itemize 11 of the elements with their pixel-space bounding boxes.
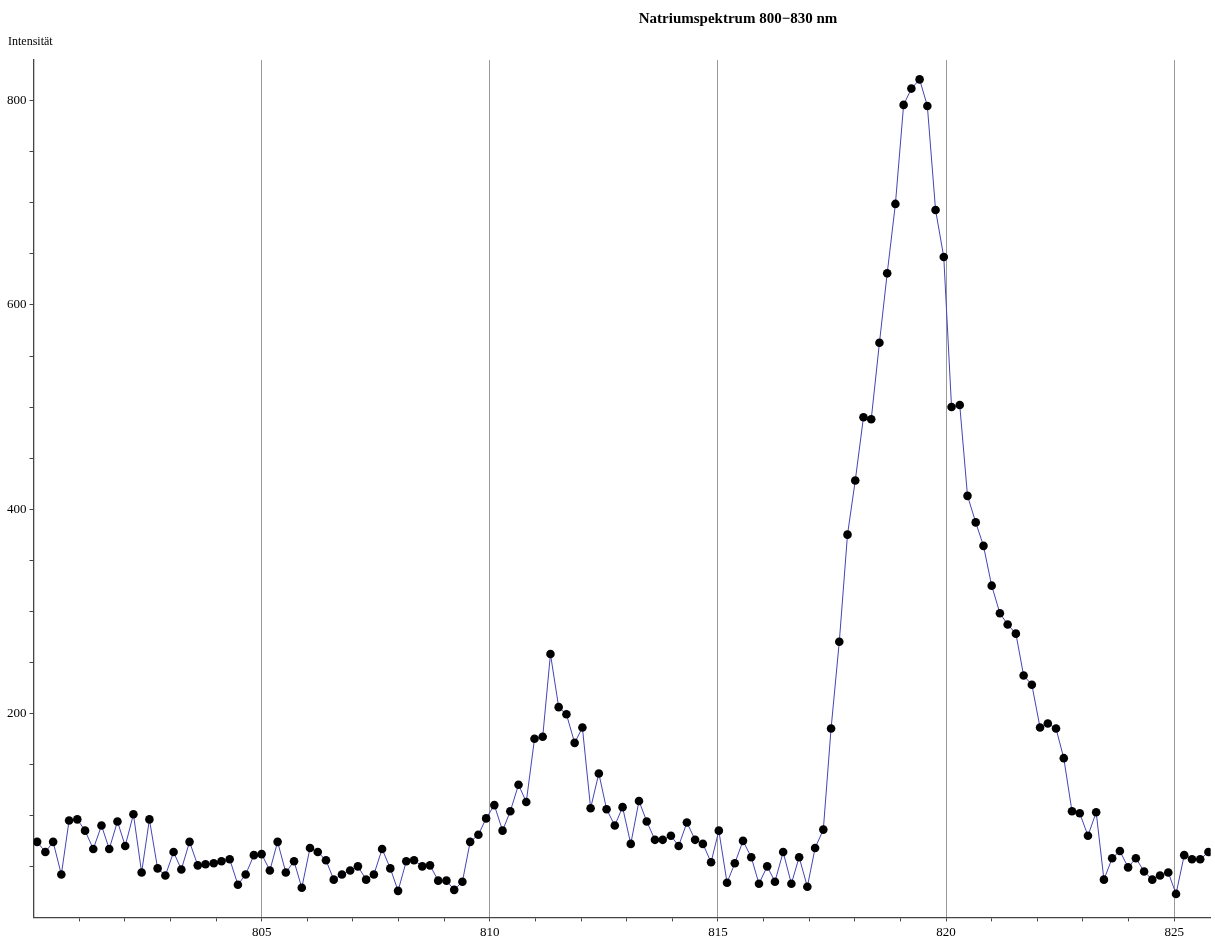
- chart-title: Natriumspektrum 800−830 nm: [638, 10, 838, 26]
- y-axis-title: Intensität: [8, 34, 54, 48]
- y-tick-label: 800: [7, 92, 27, 108]
- y-tick-label: 200: [7, 704, 27, 720]
- y-tick-label: 400: [7, 500, 27, 516]
- x-tick-label: 805: [251, 923, 272, 939]
- x-tick-label: 820: [936, 923, 956, 939]
- x-tick-label: 825: [1164, 923, 1184, 939]
- y-tick-label: 600: [7, 296, 27, 312]
- x-tick-label: 815: [708, 923, 728, 939]
- x-tick-label: 810: [480, 923, 500, 939]
